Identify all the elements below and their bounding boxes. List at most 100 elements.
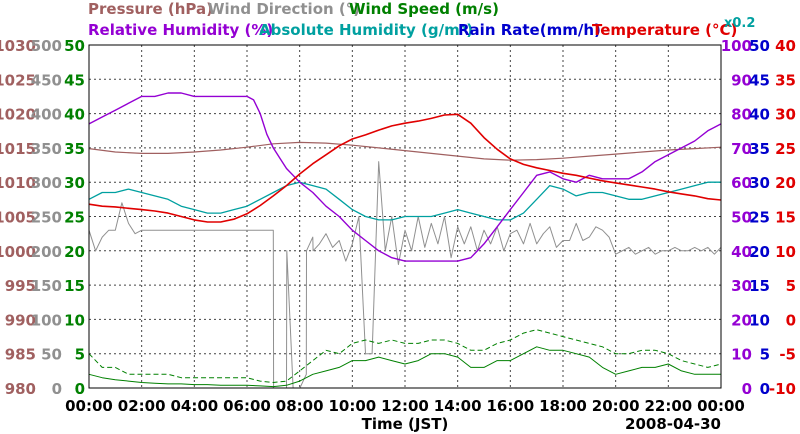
relative-humidity-tick-label: 20 xyxy=(731,311,752,329)
wind-speed-tick-label: 50 xyxy=(64,37,85,55)
rain-rate-tick-label: 25 xyxy=(749,209,770,227)
rain-rate-tick-label: 45 xyxy=(749,71,770,89)
wind-direction-line xyxy=(88,161,722,389)
wind-speed-tick-label: 45 xyxy=(64,71,85,89)
x-tick-label: 16:00 xyxy=(486,397,534,415)
x-tick-label: 10:00 xyxy=(328,397,376,415)
wind-direction-tick-label: 0 xyxy=(52,380,62,398)
temperature-tick-label: 25 xyxy=(775,140,796,158)
wind-direction-tick-label: 50 xyxy=(41,346,62,364)
x-tick-label: 20:00 xyxy=(592,397,640,415)
wind-direction-tick-label: 100 xyxy=(31,311,62,329)
pressure-tick-label: 985 xyxy=(5,346,36,364)
wind-direction-tick-label: 250 xyxy=(31,209,62,227)
x-tick-label: 02:00 xyxy=(118,397,166,415)
relative-humidity-tick-label: 70 xyxy=(731,140,752,158)
x-tick-label: 06:00 xyxy=(223,397,271,415)
relative-humidity-tick-label: 50 xyxy=(731,209,752,227)
wind-direction-tick-label: 400 xyxy=(31,106,62,124)
chart-date: 2008-04-30 xyxy=(625,415,721,433)
wind-speed-tick-label: 35 xyxy=(64,140,85,158)
x-tick-label: 22:00 xyxy=(644,397,692,415)
absolute-humidity-scale-note: x0.2 xyxy=(724,16,755,31)
wind-direction-tick-label: 350 xyxy=(31,140,62,158)
wind-speed-line xyxy=(88,346,721,388)
pressure-tick-label: 1015 xyxy=(0,140,36,158)
pressure-tick-label: 1010 xyxy=(0,174,36,192)
x-tick-label: 00:00 xyxy=(65,397,113,415)
wind-speed-tick-label: 15 xyxy=(64,277,85,295)
x-tick-label: 12:00 xyxy=(381,397,429,415)
relative-humidity-tick-label: 0 xyxy=(742,380,752,398)
relative-humidity-tick-label: 100 xyxy=(721,37,752,55)
wind-speed-tick-label: 40 xyxy=(64,106,85,124)
temperature-tick-label: 15 xyxy=(775,209,796,227)
rain-rate-tick-label: 15 xyxy=(749,277,770,295)
temperature-tick-label: 20 xyxy=(775,174,796,192)
wind-speed-tick-label: 5 xyxy=(75,346,85,364)
plot-frame xyxy=(88,44,722,389)
temperature-tick-label: 10 xyxy=(775,243,796,261)
x-tick-label: 04:00 xyxy=(170,397,218,415)
relative-humidity-tick-label: 60 xyxy=(731,174,752,192)
x-axis: 00:00 02:00 04:00 06:00 08:00 10:00 12:00 14:00… xyxy=(65,397,745,433)
wind-speed-gust-line xyxy=(88,329,722,383)
pressure-tick-label: 1020 xyxy=(0,106,36,124)
relative-humidity-tick-label: 80 xyxy=(731,106,752,124)
absolute-humidity-line xyxy=(88,181,721,221)
wind-direction-tick-label: 500 xyxy=(31,37,62,55)
relative-humidity-line xyxy=(88,92,722,262)
legend-temperature: Temperature (°C) xyxy=(592,21,737,39)
legend-relative-humidity: Relative Humidity (%) xyxy=(88,21,273,39)
temperature-tick-label: -5 xyxy=(779,346,796,364)
rain-rate-tick-label: 50 xyxy=(749,37,770,55)
x-tick-label: 08:00 xyxy=(276,397,324,415)
pressure-line xyxy=(88,141,722,161)
left-axes: 1030102510201015101010051000995990985980… xyxy=(0,37,85,398)
legend-wind-speed: Wind Speed (m/s) xyxy=(349,0,499,18)
pressure-tick-label: 990 xyxy=(5,311,36,329)
x-tick-label: 18:00 xyxy=(539,397,587,415)
legend-absolute-humidity: Absolute Humidity (g/m³) xyxy=(259,21,473,39)
wind-speed-tick-label: 30 xyxy=(64,174,85,192)
legend-pressure: Pressure (hPa) xyxy=(88,0,213,18)
plot-series xyxy=(88,92,722,389)
temperature-tick-label: 40 xyxy=(775,37,796,55)
x-axis-title: Time (JST) xyxy=(362,415,449,433)
temperature-tick-label: 30 xyxy=(775,106,796,124)
relative-humidity-tick-label: 10 xyxy=(731,346,752,364)
legend-rain-rate: Rain Rate(mm/h) xyxy=(458,21,601,39)
wind-direction-tick-label: 200 xyxy=(31,243,62,261)
pressure-tick-label: 1025 xyxy=(0,71,36,89)
x-tick-label: 00:00 xyxy=(697,397,745,415)
relative-humidity-tick-label: 30 xyxy=(731,277,752,295)
temperature-tick-label: 5 xyxy=(786,277,796,295)
rain-rate-tick-label: 0 xyxy=(760,380,770,398)
legend-wind-direction: Wind Direction (°) xyxy=(208,0,360,18)
wind-speed-tick-label: 0 xyxy=(75,380,85,398)
relative-humidity-tick-label: 90 xyxy=(731,71,752,89)
wind-speed-tick-label: 20 xyxy=(64,243,85,261)
temperature-tick-label: 35 xyxy=(775,71,796,89)
wind-direction-tick-label: 300 xyxy=(31,174,62,192)
rain-rate-tick-label: 10 xyxy=(749,311,770,329)
wind-direction-tick-label: 450 xyxy=(31,71,62,89)
wind-speed-tick-label: 25 xyxy=(64,209,85,227)
chart-header: Pressure (hPa)Wind Direction (°)Wind Spe… xyxy=(88,0,755,39)
pressure-tick-label: 1030 xyxy=(0,37,36,55)
rain-rate-tick-label: 40 xyxy=(749,106,770,124)
temperature-tick-label: -10 xyxy=(769,380,796,398)
wind-direction-tick-label: 150 xyxy=(31,277,62,295)
rain-rate-tick-label: 30 xyxy=(749,174,770,192)
pressure-tick-label: 995 xyxy=(5,277,36,295)
x-tick-label: 14:00 xyxy=(434,397,482,415)
pressure-tick-label: 980 xyxy=(5,380,36,398)
rain-rate-tick-label: 35 xyxy=(749,140,770,158)
rain-rate-tick-label: 5 xyxy=(760,346,770,364)
relative-humidity-tick-label: 40 xyxy=(731,243,752,261)
temperature-line xyxy=(88,113,722,223)
temperature-tick-label: 0 xyxy=(786,311,796,329)
